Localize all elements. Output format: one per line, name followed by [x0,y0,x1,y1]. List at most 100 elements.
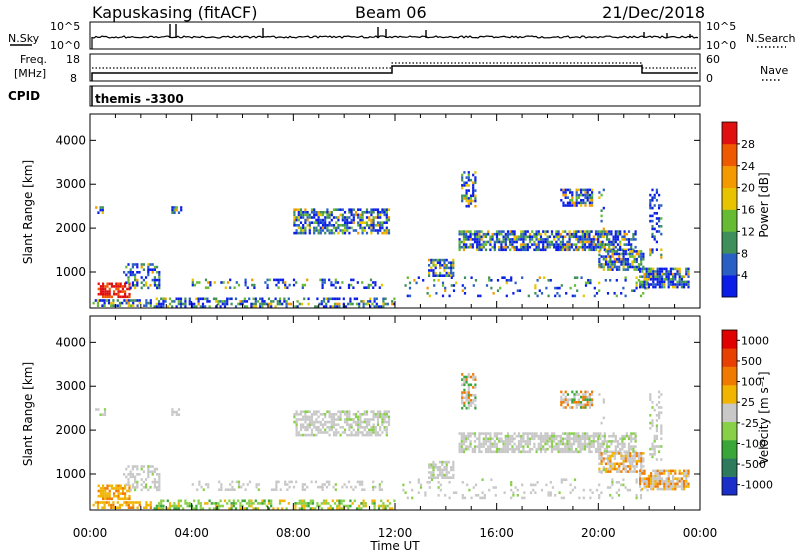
heatmap-cell [512,491,515,494]
heatmap-cell [297,413,300,416]
heatmap-cell [586,235,589,239]
heatmap-cell [372,410,375,413]
heatmap-cell [302,415,305,419]
heatmap-cell [598,447,601,451]
heatmap-cell [332,485,335,489]
heatmap-cell [482,445,485,448]
heatmap-cell [469,199,473,203]
heatmap-cell [432,468,435,472]
heatmap-cell [513,248,516,252]
heatmap-cell [683,474,686,478]
heatmap-cell [652,267,655,271]
heatmap-cell [294,507,297,510]
heatmap-cell [155,305,158,308]
heatmap-cell [474,189,477,192]
heatmap-cell [588,393,591,396]
heatmap-cell [313,211,316,214]
heatmap-cell [436,258,439,262]
heatmap-cell [430,269,433,272]
heatmap-cell [605,243,609,246]
heatmap-cell [621,434,624,438]
heatmap-cell [623,442,626,446]
heatmap-cell [117,292,120,296]
heatmap-cell [117,290,120,293]
heatmap-cell [382,300,385,303]
heatmap-cell [432,473,435,477]
heatmap-cell [365,413,369,416]
heatmap-cell [458,230,461,233]
heatmap-cell [502,450,505,454]
heatmap-cell [575,393,578,396]
heatmap-cell [350,426,353,429]
heatmap-cell [370,410,373,413]
heatmap-cell [613,462,616,466]
heatmap-cell [376,415,380,419]
heatmap-cell [615,462,619,466]
heatmap-cell [209,281,212,284]
heatmap-cell [383,410,386,413]
heatmap-cell [482,235,485,239]
heatmap-cell [484,240,488,244]
heatmap-cell [656,278,659,281]
heatmap-cell [197,502,200,505]
heatmap-cell [104,287,107,291]
heatmap-cell [134,501,137,504]
heatmap-cell [513,450,516,454]
heatmap-cell [547,491,550,494]
heatmap-cell [548,440,551,443]
heatmap-cell [502,447,505,451]
heatmap-cell [134,284,137,287]
heatmap-cell [332,415,336,419]
heatmap-cell [469,235,472,239]
heatmap-cell [516,488,519,492]
heatmap-cell [637,454,641,458]
heatmap-cell [513,432,516,435]
heatmap-cell [321,229,325,232]
heatmap-cell [607,457,610,460]
heatmap-cell [387,216,391,219]
heatmap-cell [452,476,455,479]
heatmap-cell [609,268,612,271]
heatmap-cell [630,432,633,435]
heatmap-cell [653,235,656,238]
heatmap-cell [443,460,446,464]
heatmap-cell [149,465,152,468]
heatmap-cell [374,431,377,434]
heatmap-cell [373,300,376,303]
heatmap-cell [570,245,573,249]
heatmap-cell [362,302,365,306]
heatmap-cell [590,440,593,443]
heatmap-cell [145,501,148,504]
heatmap-cell [663,469,666,473]
heatmap-cell [321,281,324,284]
heatmap-cell [467,178,470,182]
heatmap-cell [460,434,463,438]
heatmap-cell [344,305,348,308]
heatmap-cell [171,300,174,303]
heatmap-cell [576,289,579,292]
heatmap-cell [652,283,655,286]
heatmap-cell [478,440,481,443]
heatmap-cell [555,248,558,252]
heatmap-cell [387,218,391,222]
heatmap-cell [219,499,222,503]
heatmap-cell [455,491,458,494]
heatmap-cell [448,481,451,484]
heatmap-cell [230,504,233,508]
heatmap-cell [361,216,364,219]
heatmap-cell [234,502,238,505]
colorbar-segment [722,187,737,210]
heatmap-cell [631,260,634,264]
heatmap-cell [158,480,161,484]
heatmap-cell [621,442,624,446]
heatmap-cell [522,437,525,441]
heatmap-cell [201,302,205,306]
heatmap-cell [156,284,159,287]
heatmap-cell [199,507,202,510]
x-tick-label: 00:00 [683,526,718,540]
heatmap-cell [348,413,351,416]
heatmap-cell [356,480,359,484]
heatmap-cell [310,415,314,419]
heatmap-cell [124,285,127,288]
heatmap-cell [471,243,474,246]
